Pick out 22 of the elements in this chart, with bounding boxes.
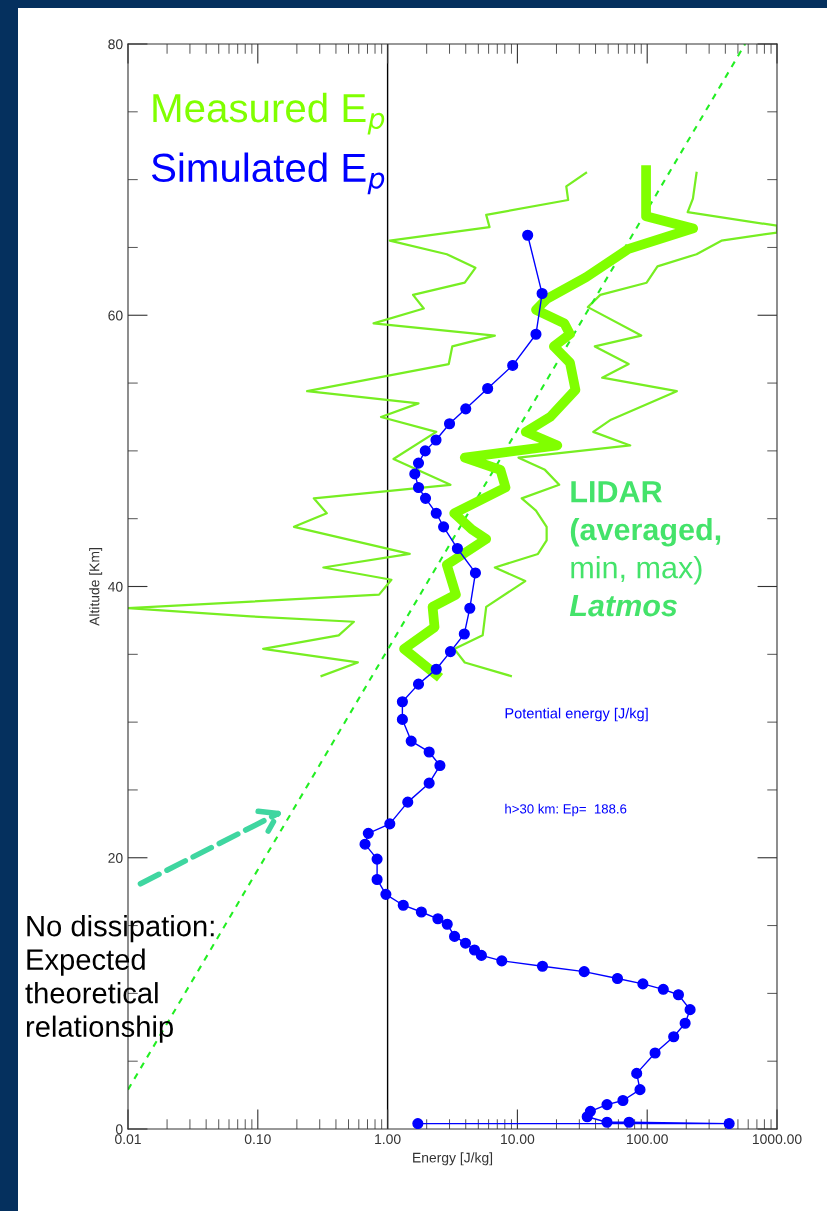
annotation: h>30 km: Ep= 188.6	[505, 803, 627, 817]
y-tick-label: 20	[108, 853, 123, 863]
x-tick-label: 0.01	[115, 1134, 141, 1145]
x-tick-label: 10.00	[501, 1134, 535, 1145]
y-tick-label: 80	[108, 39, 123, 50]
text: Measured E$_{p}$	[153, 92, 385, 135]
y-axis-title: Altitude [Km]	[89, 548, 103, 626]
x-tick-label: 1.00	[375, 1134, 401, 1145]
annotation: LIDAR	[571, 481, 663, 503]
annotation: No dissipation: Expected theoretical relationship	[25, 915, 214, 1043]
text: Simulated E$_{p}$	[151, 152, 385, 195]
x-tick-label: 1000.00	[752, 1134, 802, 1145]
x-tick-label: 100.00	[627, 1134, 668, 1145]
y-tick-label: 0	[115, 1124, 123, 1135]
annotation: Potential energy [J/kg]	[505, 707, 648, 722]
annotation: min, max)	[571, 555, 702, 585]
x-axis-title: Energy [J/kg]	[413, 1152, 493, 1166]
annotation: (averaged,	[570, 517, 721, 547]
x-tick-label: 0.10	[244, 1134, 271, 1145]
y-tick-label: 40	[108, 581, 123, 592]
annotation: Latmos	[569, 595, 677, 617]
y-tick-label: 60	[108, 310, 123, 321]
